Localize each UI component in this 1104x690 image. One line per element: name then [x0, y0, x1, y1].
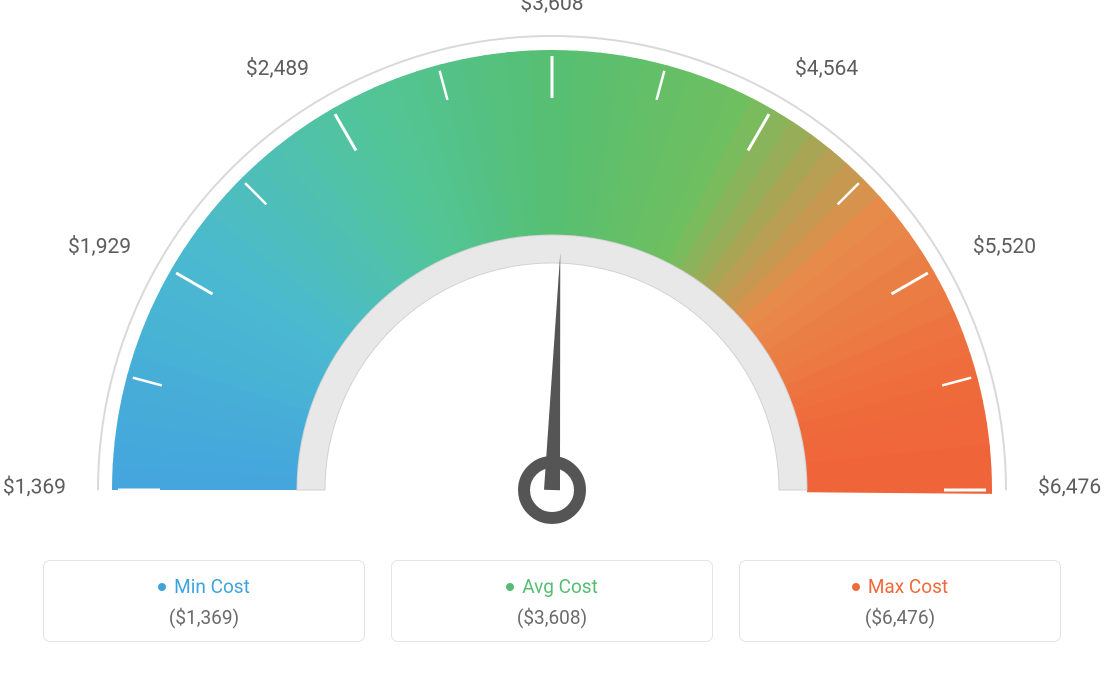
gauge-chart: $1,369$1,929$2,489$3,608$4,564$5,520$6,4… [22, 20, 1082, 540]
legend-value-min: ($1,369) [54, 606, 354, 629]
gauge-tick-label: $1,369 [3, 476, 66, 500]
gauge-tick-label: $3,608 [520, 0, 583, 16]
legend-title-min: Min Cost [158, 575, 250, 598]
gauge-svg [22, 20, 1082, 540]
legend-label-avg: Avg Cost [522, 575, 598, 598]
legend-label-max: Max Cost [868, 575, 948, 598]
gauge-tick-label: $2,489 [246, 57, 309, 81]
legend-row: Min Cost ($1,369) Avg Cost ($3,608) Max … [43, 560, 1061, 642]
legend-label-min: Min Cost [174, 575, 250, 598]
legend-card-max: Max Cost ($6,476) [739, 560, 1061, 642]
gauge-tick-label: $5,520 [973, 235, 1036, 259]
gauge-tick-label: $1,929 [68, 235, 131, 259]
gauge-tick-label: $4,564 [795, 57, 858, 81]
legend-value-avg: ($3,608) [402, 606, 702, 629]
legend-dot-max [852, 583, 860, 591]
legend-dot-min [158, 583, 166, 591]
legend-title-max: Max Cost [852, 575, 948, 598]
legend-title-avg: Avg Cost [506, 575, 598, 598]
legend-card-min: Min Cost ($1,369) [43, 560, 365, 642]
legend-dot-avg [506, 583, 514, 591]
legend-card-avg: Avg Cost ($3,608) [391, 560, 713, 642]
gauge-tick-label: $6,476 [1038, 476, 1101, 500]
legend-value-max: ($6,476) [750, 606, 1050, 629]
